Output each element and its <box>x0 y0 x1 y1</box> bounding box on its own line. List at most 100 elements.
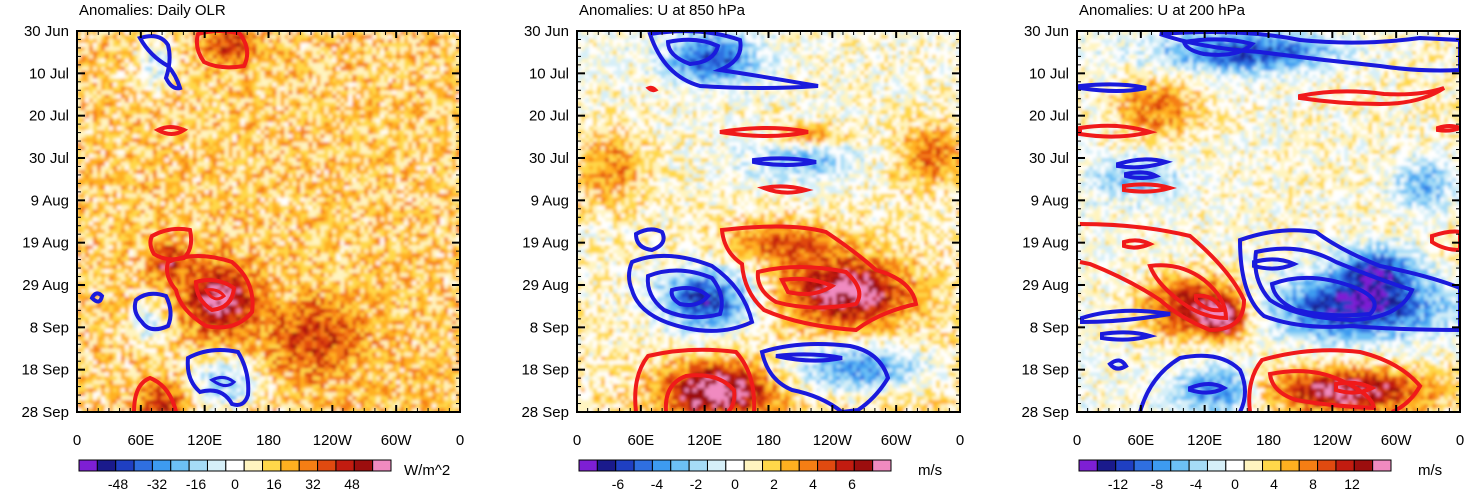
colorbar-swatch <box>853 459 874 472</box>
contour-positive <box>757 184 814 195</box>
colorbar-swatch <box>725 459 745 472</box>
colorbar-label: 4 <box>1270 476 1278 492</box>
y-tick-label: 10 Jul <box>1029 65 1069 82</box>
contour-positive <box>1122 182 1177 194</box>
colorbar-swatch <box>298 459 319 472</box>
contour-negative <box>669 286 711 307</box>
contour-negative <box>132 291 173 332</box>
contour-negative <box>665 37 721 67</box>
colorbar-swatch <box>280 459 300 472</box>
x-tick-label: 180 <box>1256 432 1281 449</box>
y-tick-label: 18 Sep <box>21 362 69 379</box>
colorbar-swatch <box>115 459 135 472</box>
contour-positive <box>719 126 809 138</box>
contour-negative <box>1253 246 1415 323</box>
colorbar-swatch <box>872 459 892 472</box>
colorbar-label: 0 <box>231 476 239 492</box>
contour-positive <box>1078 123 1158 139</box>
contour-negative <box>1116 157 1173 170</box>
contour-positive <box>1298 86 1446 107</box>
colorbar-swatch <box>1335 459 1355 472</box>
panel-title: Anomalies: U at 850 hPa <box>579 2 746 19</box>
colorbar-label: 16 <box>266 476 282 492</box>
colorbar-swatch <box>1372 459 1392 472</box>
colorbar-swatch <box>1280 459 1300 472</box>
panel-u200: Anomalies: U at 200 hPa <box>1021 2 1464 492</box>
y-tick-label: 29 Aug <box>1022 277 1069 294</box>
colorbar-swatch <box>651 459 672 472</box>
x-tick-label: 0 <box>73 432 81 449</box>
colorbar-label: 6 <box>848 476 856 492</box>
colorbar-swatch <box>596 459 617 472</box>
y-tick-label: 28 Sep <box>1021 404 1069 421</box>
x-tick-label: 0 <box>573 432 581 449</box>
colorbar-swatch <box>353 459 374 472</box>
contour-negative <box>1188 382 1229 395</box>
x-tick-label: 120W <box>1313 432 1353 449</box>
contour-negative <box>89 291 105 304</box>
x-tick-label: 180 <box>756 432 781 449</box>
y-tick-label: 10 Jul <box>529 65 569 82</box>
contour-positive <box>1079 222 1247 333</box>
y-tick-label: 30 Jul <box>529 150 569 167</box>
colorbar-swatch <box>317 459 337 472</box>
colorbar-swatch <box>206 459 227 472</box>
colorbar-swatch <box>835 459 855 472</box>
y-tick-label: 8 Sep <box>1030 319 1069 336</box>
contour-positive <box>1122 238 1155 250</box>
x-tick-label: 0 <box>1456 432 1464 449</box>
y-tick-label: 28 Sep <box>521 404 569 421</box>
y-tick-label: 20 Jul <box>529 108 569 125</box>
contour-negative <box>185 348 251 407</box>
x-tick-label: 60W <box>381 432 413 449</box>
contour-negative <box>1080 308 1171 325</box>
colorbar-label: 0 <box>731 476 739 492</box>
y-tick-label: 8 Sep <box>30 319 69 336</box>
y-tick-label: 20 Jul <box>1029 108 1069 125</box>
y-tick-label: 29 Aug <box>522 277 569 294</box>
y-tick-label: 29 Aug <box>22 277 69 294</box>
y-tick-label: 18 Sep <box>1021 362 1069 379</box>
contour-negative <box>775 352 843 363</box>
colorbar: -6 -4 -2 0 2 4 6 m/s <box>578 459 942 492</box>
colorbar-swatch <box>133 459 153 472</box>
y-tick-label: 19 Aug <box>522 235 569 252</box>
contour-positive <box>132 375 178 412</box>
contour-negative <box>1269 275 1377 318</box>
y-tick-label: 10 Jul <box>29 65 69 82</box>
colorbar-swatch <box>578 459 598 472</box>
panel-title: Anomalies: U at 200 hPa <box>1079 2 1246 19</box>
colorbar-label: -4 <box>1190 476 1203 492</box>
colorbar-label: -8 <box>1151 476 1164 492</box>
x-tick-label: 120E <box>187 432 222 449</box>
contour-negative <box>137 34 183 91</box>
x-tick-label: 60E <box>627 432 654 449</box>
y-tick-label: 30 Jul <box>1029 150 1069 167</box>
contour-positive <box>203 288 227 301</box>
y-tick-label: 30 Jul <box>29 150 69 167</box>
colorbar-units: m/s <box>918 462 942 479</box>
colorbar-swatch <box>688 459 708 472</box>
contour-positive <box>153 125 189 136</box>
contour-negative <box>752 156 817 167</box>
colorbar-swatch <box>372 459 392 472</box>
colorbar-swatch <box>1133 459 1153 472</box>
colorbar-label: -2 <box>690 476 703 492</box>
colorbar-swatch <box>1225 459 1245 472</box>
colorbar-label: 32 <box>305 476 321 492</box>
x-tick-label: 180 <box>256 432 281 449</box>
x-tick-label: 0 <box>956 432 964 449</box>
contour-positive <box>1147 263 1229 321</box>
panel-title: Anomalies: Daily OLR <box>79 2 226 19</box>
x-tick-label: 120W <box>813 432 853 449</box>
colorbar-swatch <box>1206 459 1227 472</box>
colorbar-label: -4 <box>651 476 664 492</box>
contour-negative <box>1107 358 1129 371</box>
contour-positive <box>719 224 919 333</box>
contour-negative <box>1252 257 1299 271</box>
colorbar-units: m/s <box>1418 462 1442 479</box>
colorbar-swatch <box>78 459 98 472</box>
colorbar-swatch <box>1262 459 1282 472</box>
x-tick-label: 0 <box>1073 432 1081 449</box>
